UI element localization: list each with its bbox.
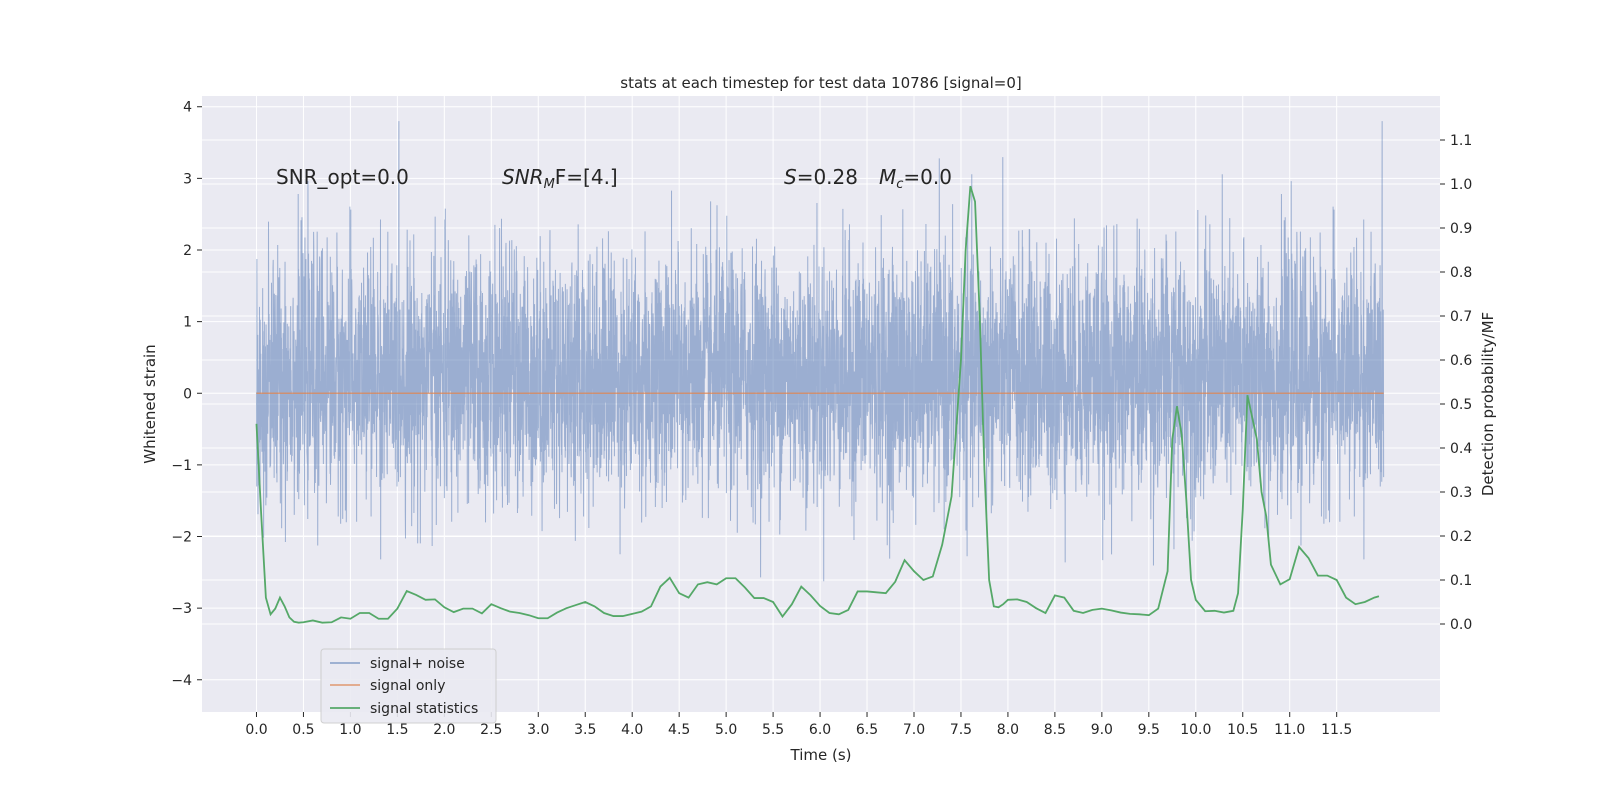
y-right-tick-label: 0.7	[1450, 309, 1472, 325]
x-tick-label: 9.0	[1091, 722, 1113, 738]
y-tick-label: −1	[171, 458, 192, 474]
x-tick-label: 2.0	[433, 722, 455, 738]
legend-label-signal-noise: signal+ noise	[370, 656, 465, 672]
y-right-tick-label: 0.1	[1450, 573, 1472, 589]
x-tick-label: 8.0	[997, 722, 1019, 738]
y-tick-label: 0	[183, 386, 192, 402]
x-tick-label: 4.0	[621, 722, 643, 738]
y-right-tick-label: 0.6	[1450, 353, 1472, 369]
y-axis-label: Whitened strain	[141, 344, 159, 463]
y-right-tick-label: 0.8	[1450, 265, 1472, 281]
x-tick-label: 7.5	[950, 722, 972, 738]
y-right-tick-label: 0.3	[1450, 485, 1472, 501]
x-tick-label: 6.5	[856, 722, 878, 738]
x-tick-label: 1.0	[339, 722, 361, 738]
legend-label-signal-only: signal only	[370, 678, 445, 694]
x-axis-label: Time (s)	[790, 746, 852, 764]
x-tick-label: 11.0	[1274, 722, 1305, 738]
x-tick-label: 8.5	[1044, 722, 1066, 738]
x-tick-label: 0.5	[292, 722, 314, 738]
y-right-tick-label: 1.1	[1450, 133, 1472, 149]
y-tick-label: 4	[183, 100, 192, 116]
y-axis-ticks: 4 3 2 1 0 −1 −2 −3 −4	[171, 100, 202, 689]
x-tick-label: 1.5	[386, 722, 408, 738]
y-tick-label: 1	[183, 315, 192, 331]
x-tick-label: 9.5	[1138, 722, 1160, 738]
legend: signal+ noise signal only signal statist…	[320, 648, 497, 724]
y-right-tick-label: 0.9	[1450, 221, 1472, 237]
x-tick-label: 6.0	[809, 722, 831, 738]
y-tick-label: −2	[171, 530, 192, 546]
y-tick-label: −3	[171, 601, 192, 617]
y-right-tick-label: 1.0	[1450, 177, 1472, 193]
x-tick-label: 5.0	[715, 722, 737, 738]
y-tick-label: 3	[183, 171, 192, 187]
legend-label-signal-statistics: signal statistics	[370, 701, 478, 717]
legend-box	[320, 648, 497, 724]
x-tick-label: 11.5	[1321, 722, 1352, 738]
annotation-mc: Mc=0.0	[879, 165, 952, 192]
y-right-tick-label: 0.0	[1450, 617, 1472, 633]
x-tick-label: 2.5	[480, 722, 502, 738]
y-tick-label: −4	[171, 673, 192, 689]
annotation-snr-mf: SNRMF=[4.]	[502, 165, 618, 192]
y-right-tick-label: 0.2	[1450, 529, 1472, 545]
y-right-axis-label: Detection probability/MF	[1479, 312, 1497, 496]
chart-title: stats at each timestep for test data 107…	[620, 74, 1021, 92]
x-tick-label: 3.0	[527, 722, 549, 738]
x-tick-label: 10.0	[1180, 722, 1211, 738]
x-tick-label: 10.5	[1227, 722, 1258, 738]
x-tick-label: 7.0	[903, 722, 925, 738]
annotation-s: S=0.28	[784, 165, 858, 189]
annotation-snr-opt: SNR_opt=0.0	[276, 165, 409, 189]
noise-trace	[255, 121, 1385, 582]
y-right-tick-label: 0.4	[1450, 441, 1472, 457]
y-right-axis-ticks: 1.1 1.0 0.9 0.8 0.7 0.6 0.5 0.4 0.3 0.2 0.1 0.0	[1440, 133, 1472, 633]
series-signal-plus-noise	[255, 121, 1385, 582]
x-tick-label: 3.5	[574, 722, 596, 738]
x-tick-label: 0.0	[245, 722, 267, 738]
x-axis-ticks: 0.0 0.5 1.0 1.5 2.0 2.5 3.0 3.5 4.0 4.5 5.0 5.5 6.0 6…	[245, 712, 1352, 738]
y-tick-label: 2	[183, 243, 192, 259]
y-right-tick-label: 0.5	[1450, 397, 1472, 413]
x-tick-label: 4.5	[668, 722, 690, 738]
series-signal-statistics	[255, 185, 1380, 624]
x-tick-label: 5.5	[762, 722, 784, 738]
